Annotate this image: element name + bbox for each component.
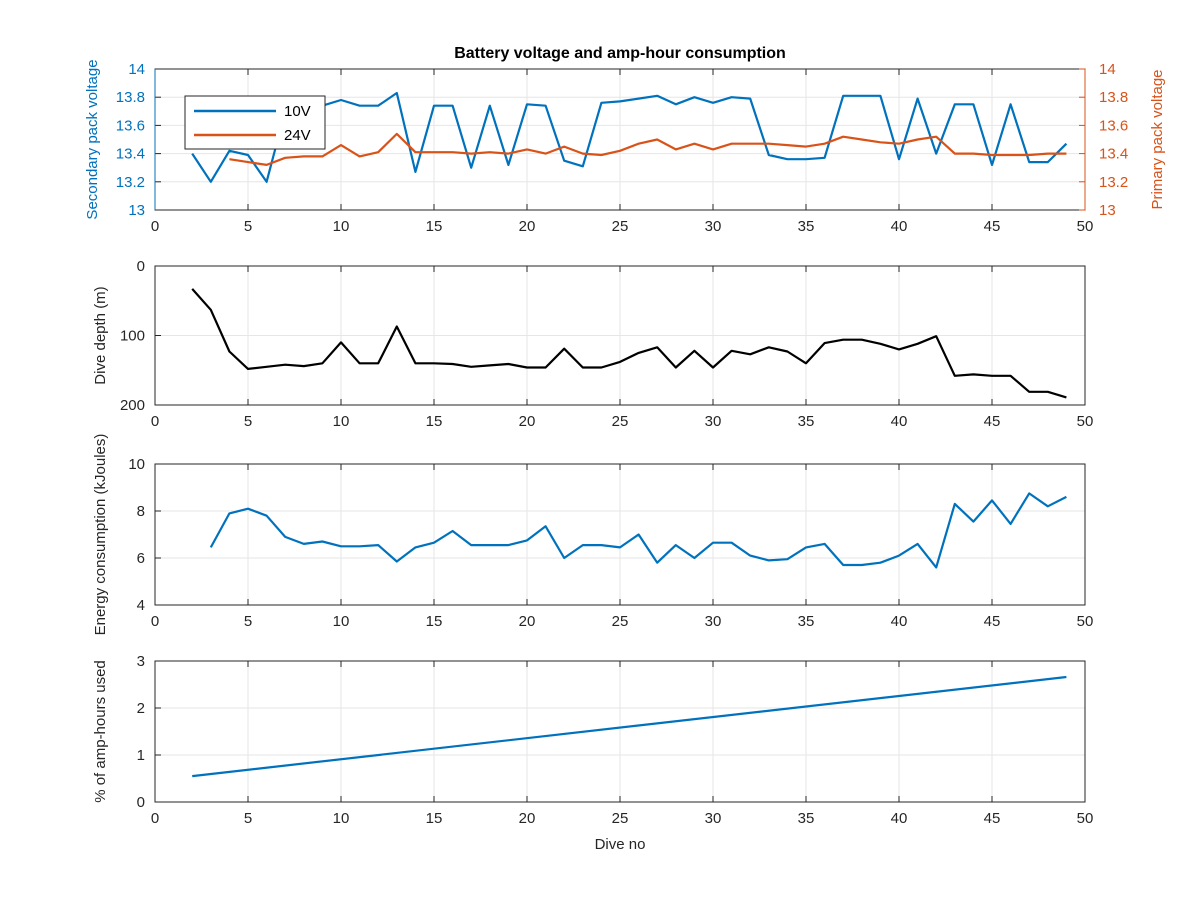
y-axis-label: Dive depth (m) [92, 286, 109, 384]
y-tick-label: 14 [128, 61, 145, 78]
y-tick-label: 200 [120, 397, 145, 414]
y-tick-label: 8 [137, 503, 145, 520]
y2-tick-label: 13.4 [1099, 146, 1128, 163]
y2-tick-label: 13.8 [1099, 89, 1128, 106]
y-tick-label: 10 [128, 456, 145, 473]
y2-tick-label: 14 [1099, 61, 1116, 78]
x-tick-label: 10 [333, 613, 350, 630]
x-tick-label: 40 [891, 218, 908, 235]
x-tick-label: 5 [244, 613, 252, 630]
x-tick-label: 0 [151, 413, 159, 430]
x-tick-label: 45 [984, 810, 1001, 827]
x-tick-label: 0 [151, 218, 159, 235]
x-tick-label: 10 [333, 218, 350, 235]
series-line-1 [192, 675, 1067, 778]
series-line-1 [209, 492, 1067, 569]
subplot-4: 0 5 10 15 20 25 30 35 40 45 50 0 1 2 3 % of amp-hours u… [92, 653, 1093, 853]
x-tick-label: 15 [426, 810, 443, 827]
x-tick-label: 30 [705, 413, 722, 430]
series-line-1 [191, 288, 1067, 399]
x-tick-label: 0 [151, 810, 159, 827]
x-tick-label: 40 [891, 810, 908, 827]
legend-label: 24V [284, 127, 311, 144]
y-tick-label: 13.2 [116, 174, 145, 191]
x-tick-label: 20 [519, 218, 536, 235]
x-tick-label: 45 [984, 218, 1001, 235]
x-tick-label: 30 [705, 810, 722, 827]
x-tick-label: 10 [333, 413, 350, 430]
x-tick-label: 45 [984, 413, 1001, 430]
x-tick-label: 50 [1077, 413, 1094, 430]
y-tick-label: 100 [120, 328, 145, 345]
x-tick-label: 25 [612, 613, 629, 630]
chart-title: Battery voltage and amp-hour consumption [454, 45, 786, 62]
x-tick-label: 35 [798, 218, 815, 235]
x-tick-label: 35 [798, 413, 815, 430]
x-tick-label: 40 [891, 613, 908, 630]
x-tick-label: 20 [519, 613, 536, 630]
x-tick-label: 35 [798, 810, 815, 827]
y2-axis-label: Primary pack voltage [1149, 69, 1166, 209]
x-tick-label: 30 [705, 613, 722, 630]
x-axis-label: Dive no [595, 836, 646, 853]
y-tick-label: 6 [137, 550, 145, 567]
y-tick-label: 1 [137, 747, 145, 764]
x-tick-label: 35 [798, 613, 815, 630]
x-tick-label: 40 [891, 413, 908, 430]
y-axis-label: Energy consumption (kJoules) [92, 434, 109, 636]
subplot-1: 0 5 10 15 20 25 30 35 40 45 50 13 13.2 13.4 13.6 13.8 14… [84, 45, 1166, 235]
x-tick-label: 50 [1077, 810, 1094, 827]
x-tick-label: 5 [244, 413, 252, 430]
x-tick-label: 50 [1077, 613, 1094, 630]
y-tick-label: 3 [137, 653, 145, 670]
x-tick-label: 25 [612, 413, 629, 430]
y2-tick-label: 13.6 [1099, 117, 1128, 134]
y2-tick-label: 13.2 [1099, 174, 1128, 191]
x-tick-label: 30 [705, 218, 722, 235]
x-tick-label: 20 [519, 413, 536, 430]
x-tick-label: 0 [151, 613, 159, 630]
y-axis-label: Secondary pack voltage [84, 59, 101, 219]
x-tick-label: 5 [244, 810, 252, 827]
y-tick-label: 13.4 [116, 146, 145, 163]
x-tick-label: 20 [519, 810, 536, 827]
x-tick-label: 15 [426, 413, 443, 430]
y-tick-label: 0 [137, 794, 145, 811]
series-line-24v [229, 132, 1067, 166]
x-tick-label: 5 [244, 218, 252, 235]
y-tick-label: 0 [137, 258, 145, 275]
x-tick-label: 45 [984, 613, 1001, 630]
x-tick-label: 50 [1077, 218, 1094, 235]
subplot-3: 0 5 10 15 20 25 30 35 40 45 50 4 6 8 10 Energy consumpt… [92, 434, 1093, 636]
y-tick-label: 13 [128, 202, 145, 219]
x-tick-label: 25 [612, 218, 629, 235]
x-tick-label: 15 [426, 218, 443, 235]
x-tick-label: 25 [612, 810, 629, 827]
y-tick-label: 13.8 [116, 89, 145, 106]
y2-tick-label: 13 [1099, 202, 1116, 219]
y-axis-label: % of amp-hours used [92, 660, 109, 803]
legend-box [184, 95, 326, 150]
legend-label: 10V [284, 103, 311, 120]
x-tick-label: 15 [426, 613, 443, 630]
x-tick-label: 10 [333, 810, 350, 827]
y-tick-label: 2 [137, 700, 145, 717]
subplot-2: 0 5 10 15 20 25 30 35 40 45 50 0 100 200 Dive depth (m… [92, 258, 1093, 430]
y-tick-label: 13.6 [116, 117, 145, 134]
y-tick-label: 4 [137, 597, 145, 614]
series-line-10v [191, 91, 1068, 183]
